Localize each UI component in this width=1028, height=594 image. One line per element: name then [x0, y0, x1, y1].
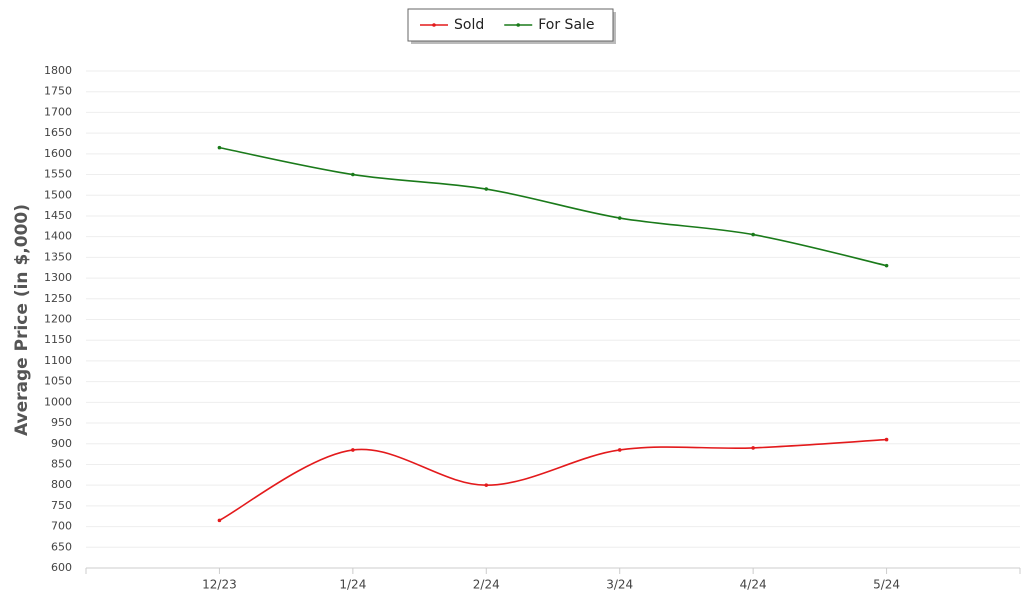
- point: [217, 145, 222, 150]
- y-tick-label: 1050: [44, 375, 72, 388]
- point: [617, 216, 622, 220]
- y-tick-label: 1350: [44, 250, 72, 263]
- x-tick-label: 12/23: [202, 578, 237, 592]
- legend-dot: [516, 23, 521, 27]
- y-tick-label: 1250: [44, 292, 72, 305]
- x-tick-label: 1/24: [339, 578, 366, 592]
- y-tick-label: 800: [51, 478, 72, 491]
- point: [751, 232, 755, 237]
- x-tick-label: 4/24: [740, 578, 767, 592]
- y-tick-label: 1100: [44, 354, 72, 367]
- y-tick-label: 950: [51, 416, 72, 429]
- y-tick-label: 1550: [44, 168, 72, 181]
- point: [217, 518, 222, 523]
- y-tick-label: 1150: [44, 333, 72, 346]
- point: [751, 446, 755, 450]
- y-tick-label: 1000: [44, 395, 72, 408]
- y-tick-label: 700: [51, 520, 72, 533]
- y-tick-label: 850: [51, 457, 72, 470]
- y-tick-label: 1600: [44, 147, 72, 160]
- y-tick-label: 1400: [44, 230, 72, 243]
- point: [351, 172, 355, 177]
- point: [484, 187, 489, 191]
- series-line: [219, 438, 887, 522]
- y-tick-label: 1700: [44, 105, 72, 118]
- point: [884, 437, 889, 442]
- y-tick-label: 1750: [44, 85, 72, 98]
- y-tick-label: 650: [51, 540, 72, 553]
- y-tick-label: 1300: [44, 271, 72, 284]
- y-tick-label: 1200: [44, 313, 72, 326]
- legend-dot: [432, 23, 436, 27]
- y-axis-title: Average Price (in $,000): [12, 204, 32, 436]
- y-tick-label: 1450: [44, 209, 72, 222]
- y-tick-label: 1800: [44, 64, 72, 77]
- x-tick-label: 2/24: [473, 578, 500, 592]
- legend: Sold For Sale: [407, 8, 616, 44]
- series-line: [219, 146, 887, 267]
- y-tick-label: 1650: [44, 126, 72, 139]
- point: [484, 483, 489, 487]
- y-tick-label: 1500: [44, 188, 72, 201]
- point: [351, 448, 355, 452]
- y-tick-label: 900: [51, 437, 72, 450]
- x-tick-label: 3/24: [606, 578, 633, 592]
- x-tick-label: 5/24: [873, 578, 900, 592]
- legend-label: Sold: [454, 17, 484, 33]
- y-tick-label: 750: [51, 499, 72, 512]
- point: [884, 263, 889, 268]
- point: [617, 448, 622, 452]
- y-tick-label: 600: [51, 561, 72, 574]
- legend-label: For Sale: [538, 17, 594, 33]
